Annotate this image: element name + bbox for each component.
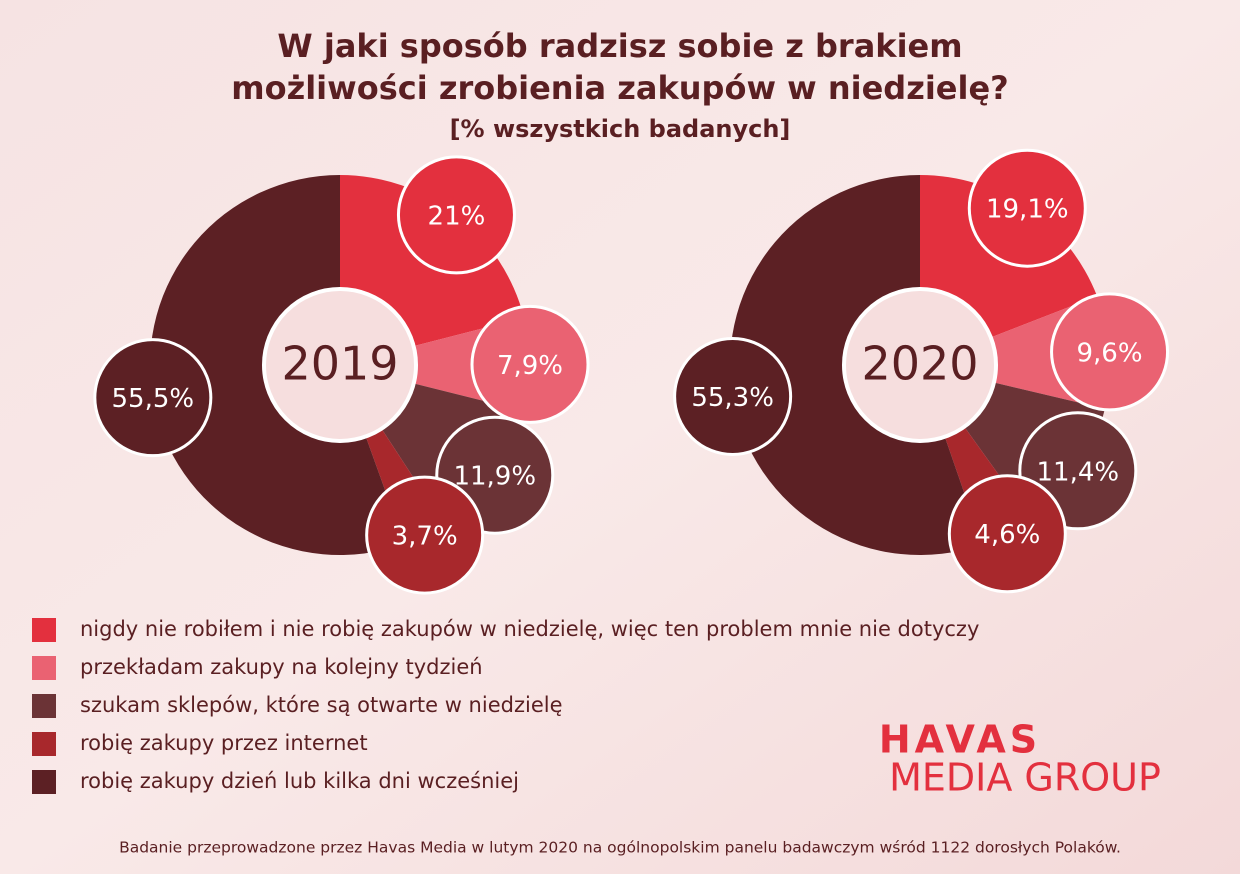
value-bubble: [1050, 292, 1170, 412]
value-label: 11,4%: [1037, 457, 1120, 487]
legend-swatch: [32, 618, 56, 642]
legend-swatch: [32, 732, 56, 756]
legend-swatch: [32, 694, 56, 718]
year-label: 2020: [861, 337, 978, 391]
logo: HAVAS: [879, 718, 1041, 762]
value-bubble: [947, 474, 1067, 594]
value-label: 19,1%: [986, 195, 1069, 225]
legend-label: robię zakupy dzień lub kilka dni wcześni…: [80, 769, 519, 793]
legend-label: szukam sklepów, które są otwarte w niedz…: [80, 693, 563, 717]
value-bubble: [365, 475, 485, 595]
value-label: 55,3%: [691, 383, 774, 413]
value-label: 55,5%: [112, 384, 195, 414]
value-bubble: [396, 155, 516, 275]
value-label: 4,6%: [974, 520, 1040, 550]
legend-label: robię zakupy przez internet: [80, 731, 368, 755]
value-bubble: [93, 338, 213, 458]
value-bubble: [673, 336, 793, 456]
title: możliwości zrobienia zakupów w niedzielę…: [231, 69, 1008, 107]
value-bubble: [967, 148, 1087, 268]
center-circle: [842, 287, 998, 443]
year-label: 2019: [281, 337, 398, 391]
subtitle: [% wszystkich badanych]: [450, 115, 791, 143]
value-label: 9,6%: [1077, 338, 1143, 368]
value-bubble: [470, 304, 590, 424]
value-label: 21%: [428, 201, 486, 231]
legend-swatch: [32, 656, 56, 680]
legend-label: nigdy nie robiłem i nie robię zakupów w …: [80, 617, 979, 641]
legend-label: przekładam zakupy na kolejny tydzień: [80, 655, 483, 679]
legend-swatch: [32, 770, 56, 794]
title: W jaki sposób radzisz sobie z brakiem: [277, 27, 962, 65]
value-label: 7,9%: [497, 351, 563, 381]
logo: MEDIA GROUP: [889, 756, 1161, 800]
value-label: 3,7%: [392, 522, 458, 552]
center-circle: [262, 287, 418, 443]
footnote: Badanie przeprowadzone przez Havas Media…: [119, 839, 1121, 857]
value-label: 11,9%: [453, 462, 536, 492]
